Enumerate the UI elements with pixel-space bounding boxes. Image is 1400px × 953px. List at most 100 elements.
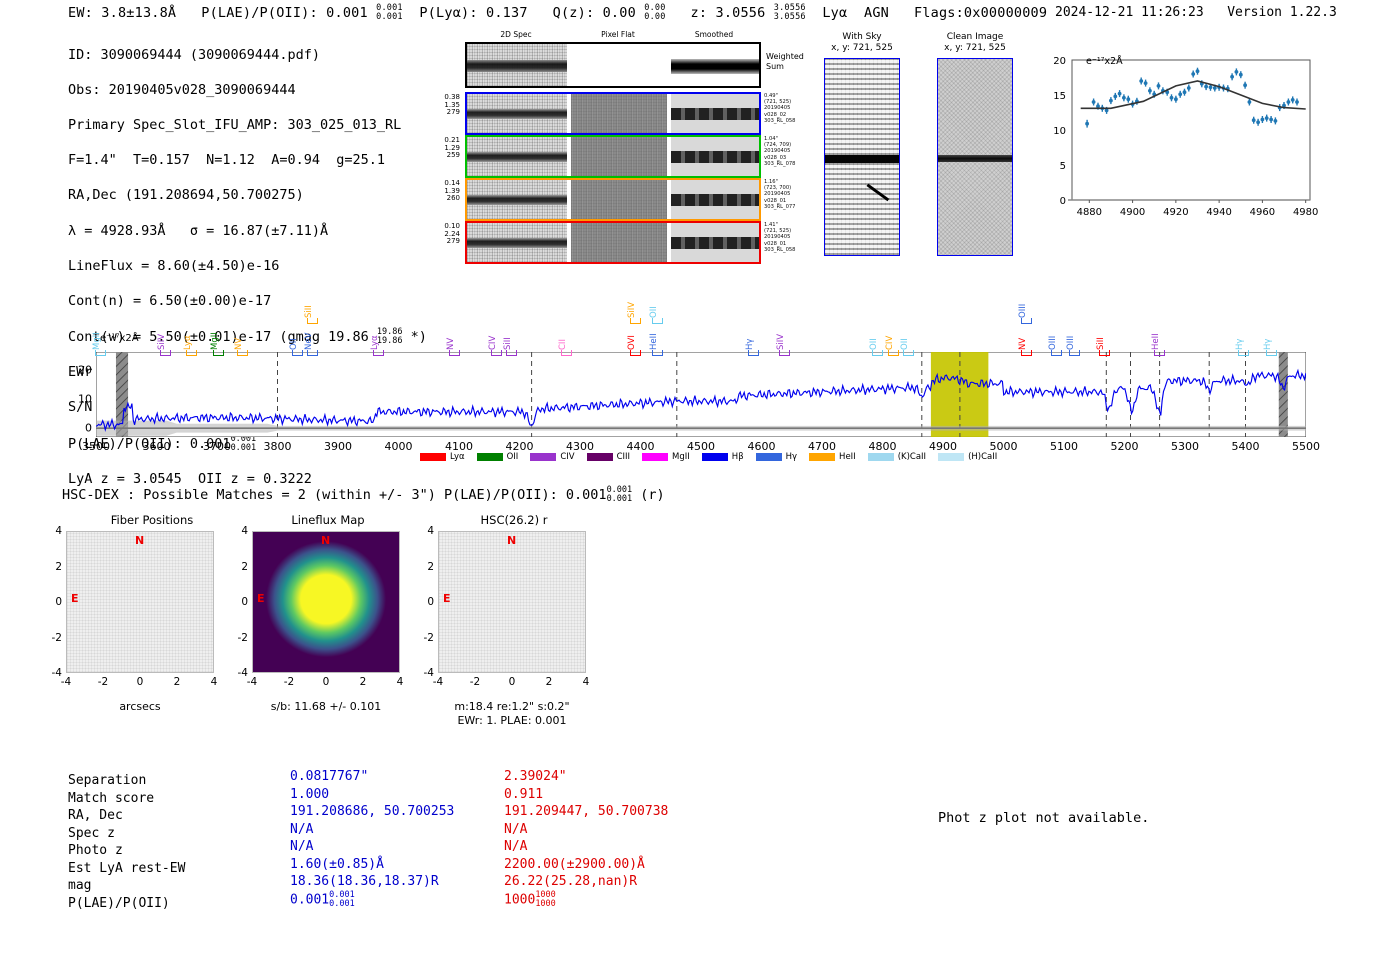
match-row-label: RA, Dec [68,808,123,823]
panel2-ytick: -4 [423,667,434,679]
match-value: 0.911 [504,786,544,802]
emission-label-text: OII [869,338,880,350]
info-wavelength-sigma: λ = 4928.93Å σ = 16.87(±7.11)Å [68,222,329,239]
montage-row-2-2dspec [467,137,567,176]
emission-bracket [237,350,249,356]
spectrum-ytick: 0 [85,421,92,435]
emission-bracket [95,350,107,356]
lineflux-compass-n: N [321,534,331,547]
info-radec: RA,Dec (191.208694,50.700275) [68,187,304,204]
line-zoom-units-label: e⁻¹⁷x2Å [1086,56,1123,67]
legend-swatch [642,453,669,461]
legend-label: MgII [672,452,690,462]
match-value: N/A [504,839,528,854]
emission-label-text: CII [557,339,568,350]
panel0-ytick: -2 [51,631,62,644]
info-plae: P(LAE)/P(OII): 0.0010.001 0.001 [68,433,257,453]
svg-text:20: 20 [1053,56,1066,67]
match-plae-bounds: 0.001 0.001 [329,889,355,909]
emission-label-text: NV [1017,337,1028,350]
header-z-value: 3.0556 [715,5,766,21]
legend-label: HeII [839,452,856,462]
with-sky-image [824,58,900,256]
spectrum-xtick: 4300 [566,440,594,453]
panel0-xtick: 0 [136,676,144,688]
match-value: 26.22(25.28,nan)R [504,874,638,889]
legend-swatch [701,453,728,461]
match-row-label: Separation [68,773,147,788]
spectrum-legend: Lyα OII CIV CIII MgII Hβ Hγ HeII (K)CaII (H)CaII [420,452,997,462]
header-plae-value: 0.001 [326,5,368,21]
emission-label-text: HeII [648,333,659,350]
emission-bracket [651,350,663,356]
svg-text:10: 10 [1053,126,1066,137]
header-qz-label: Q(z): [552,5,595,21]
lineflux-compass-e: E [257,592,265,605]
emission-label-text: CIV [884,335,895,350]
emission-label-text: Hγ [745,338,756,350]
full-spectrum-plot [95,351,1307,438]
emission-bracket [630,350,642,356]
emission-bracket [159,350,171,356]
montage-row-1-pixelflat [571,94,667,133]
emission-bracket [630,318,642,324]
legend-item-hcaii: (H)CaII [938,452,997,462]
hsc-caption-1: m:18.4 re:1.2" s:0.2" [454,700,570,713]
legend-label: (K)CaII [897,452,927,462]
legend-item-mgii: MgII [642,452,690,462]
match-row-label: Est LyA rest-EW [68,860,186,876]
match-value: 1.000 [290,786,330,802]
legend-label: CIV [560,452,575,462]
info-redshifts: LyA z = 3.0545 OII z = 0.3222 [68,470,312,487]
fiber-positions-image: N E [66,531,214,673]
spectrum-xtick: 3900 [324,440,352,453]
spectrum-xtick: 5100 [1050,440,1078,453]
emission-bracket [778,350,790,356]
emission-bracket [651,318,663,324]
spectrum-xtick: 4000 [384,440,413,453]
montage-row-4 [465,221,761,264]
match-row-label: P(LAE)/P(OII) [68,895,170,911]
header-z-label: z: [690,5,708,21]
with-sky-title: With Sky x, y: 721, 525 [831,32,893,53]
montage-row-3-right-labels: 1.16" (723, 700) 20190405 v028_01 303_RL_077 [764,179,796,210]
emission-bracket [213,350,224,356]
emission-bracket [448,350,460,356]
hsc-image-title: HSC(26.2) r [480,513,548,527]
panel2-ytick: 4 [427,525,434,537]
legend-swatch [809,453,836,461]
lineflux-caption: s/b: 11.68 +/- 0.101 [270,700,382,713]
emission-label-text: SiII [503,337,514,350]
montage-row-1-right-labels: 0.49" (721, 525) 20190405 v028_02 303_RL_058 [764,93,796,124]
emission-bracket [560,350,572,356]
emission-bracket [1069,350,1081,356]
emission-label-text: Lyα [370,335,381,350]
header-timestamp-version: 2024-12-21 11:26:23 Version 1.22.3 [1055,5,1337,20]
emission-label-text: HeII [1150,333,1161,350]
spectrum-xtick: 4800 [868,440,897,453]
panel1-ytick: 2 [241,560,248,573]
montage-col-title-pixelflat: Pixel Flat [601,30,635,39]
spectrum-xtick: 5200 [1110,440,1139,453]
panel0-xtick: 4 [210,676,218,688]
emission-bracket [902,350,914,356]
emission-label-text: Hγ [1262,338,1273,350]
match-table-labels: Separation Match score RA, Dec Spec z Photo … [68,772,185,912]
panel1-ytick: 0 [241,596,248,608]
legend-swatch [755,453,782,461]
match-value: 191.208686, 50.700253 [290,804,455,819]
emission-label-text: OII [648,306,659,318]
match-row-label: Match score [68,790,155,806]
montage-row-4-smoothed [671,223,759,262]
info-lineflux: LineFlux = 8.60(±4.50)e-16 [68,257,280,274]
panel0-xtick: -4 [60,676,72,688]
spectrum-ytick: 10 [78,392,92,406]
match-value: N/A [504,821,528,837]
montage-row-4-pixelflat [571,223,667,262]
legend-swatch [867,453,894,461]
panel2-ytick: 0 [427,596,434,608]
legend-label: CIII [616,452,631,462]
info-plae-bounds: 0.001 0.001 [230,433,257,453]
weighted-sum-smoothed-image [671,44,759,86]
header-version: Version 1.22.3 [1227,5,1337,20]
